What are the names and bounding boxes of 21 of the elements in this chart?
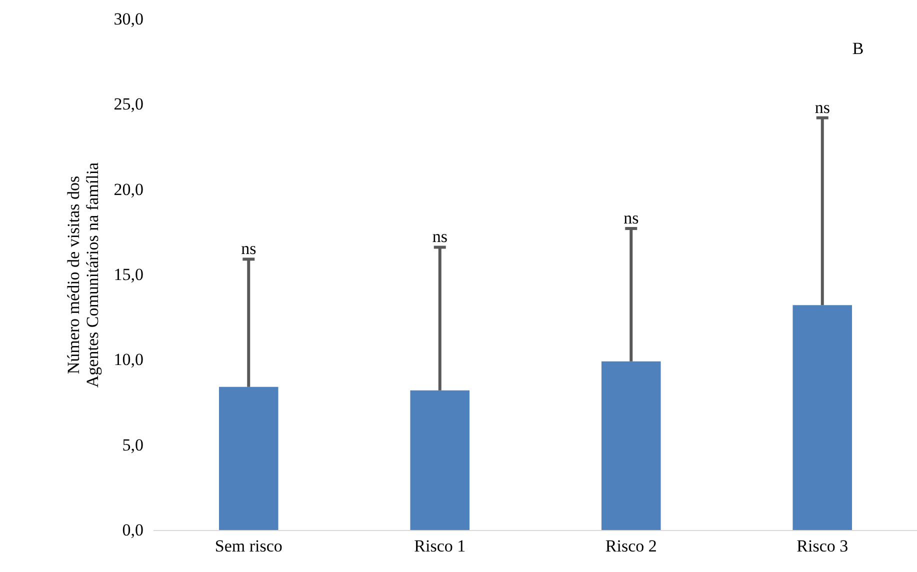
y-tick-label: 25,0 <box>114 94 144 114</box>
annotation: ns <box>624 208 639 228</box>
annotation: ns <box>432 227 448 246</box>
annotation: ns <box>241 239 256 258</box>
annotation: ns <box>814 98 830 117</box>
x-tick-label: Risco 2 <box>605 536 657 556</box>
y-tick-label: 5,0 <box>122 435 144 454</box>
y-tick-label: 15,0 <box>114 265 144 284</box>
x-tick-label: Sem risco <box>214 536 282 556</box>
y-tick-label: 30,0 <box>114 10 144 28</box>
bar <box>218 386 278 530</box>
annotation: B <box>852 39 864 58</box>
y-tick-label: 0,0 <box>122 520 144 540</box>
y-axis-title: Número médio de visitas dos Agentes Comunitários na família <box>64 162 102 388</box>
y-tick-label: 10,0 <box>114 350 144 370</box>
y-tick-label: 20,0 <box>114 180 144 199</box>
bar <box>410 390 470 530</box>
x-tick-label: Risco 3 <box>796 536 848 556</box>
bar <box>601 361 661 530</box>
x-tick-label: Risco 1 <box>414 536 466 556</box>
bar <box>792 305 852 530</box>
